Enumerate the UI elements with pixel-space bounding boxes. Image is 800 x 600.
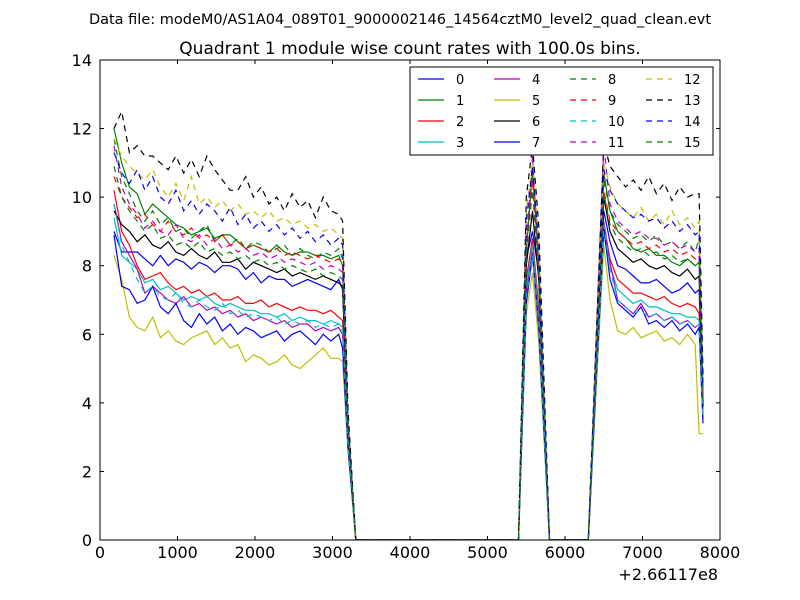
legend-label-13: 13 bbox=[684, 94, 701, 109]
y-tick-label: 8 bbox=[82, 257, 92, 276]
series-line-7 bbox=[113, 227, 704, 540]
legend-label-11: 11 bbox=[608, 136, 625, 151]
legend-label-5: 5 bbox=[532, 94, 540, 109]
series-line-12 bbox=[113, 138, 704, 540]
series-line-9 bbox=[113, 176, 704, 540]
x-tick-label: 1000 bbox=[157, 543, 198, 562]
x-tick-label: 8000 bbox=[700, 543, 741, 562]
series-line-8 bbox=[113, 138, 704, 540]
x-tick-label: 3000 bbox=[312, 543, 353, 562]
series-line-10 bbox=[113, 203, 704, 540]
series-line-14 bbox=[113, 152, 704, 540]
legend-label-3: 3 bbox=[456, 136, 464, 151]
y-tick-label: 6 bbox=[82, 325, 92, 344]
legend-label-12: 12 bbox=[684, 73, 701, 88]
y-tick-label: 10 bbox=[72, 188, 92, 207]
legend-box bbox=[409, 66, 714, 156]
x-tick-label: 5000 bbox=[467, 543, 508, 562]
legend-label-15: 15 bbox=[684, 136, 701, 151]
series-line-6 bbox=[113, 196, 704, 540]
legend-label-0: 0 bbox=[456, 73, 464, 88]
y-tick-label: 0 bbox=[82, 531, 92, 550]
legend-label-1: 1 bbox=[456, 94, 464, 109]
legend-label-6: 6 bbox=[532, 115, 540, 130]
y-tick-label: 4 bbox=[82, 394, 92, 413]
series-line-3 bbox=[113, 217, 704, 540]
y-tick-label: 2 bbox=[82, 462, 92, 481]
y-tick-label: 14 bbox=[72, 51, 92, 70]
series-line-2 bbox=[113, 190, 704, 540]
series-line-0 bbox=[113, 210, 704, 540]
legend-label-9: 9 bbox=[608, 94, 616, 109]
series-line-1 bbox=[113, 128, 704, 540]
x-tick-label: 7000 bbox=[622, 543, 663, 562]
y-tick-label: 12 bbox=[72, 120, 92, 139]
series-line-5 bbox=[113, 245, 703, 540]
x-tick-label: 0 bbox=[95, 543, 105, 562]
legend-label-2: 2 bbox=[456, 115, 464, 130]
chart-title: Quadrant 1 module wise count rates with … bbox=[179, 39, 640, 59]
legend-label-14: 14 bbox=[684, 115, 701, 130]
x-tick-label: 6000 bbox=[545, 543, 586, 562]
series-line-4 bbox=[113, 203, 704, 540]
series-line-11 bbox=[113, 145, 704, 540]
axis-ticks: 0 1000 2000 3000 4000 5000 6000 7000 80000246810… bbox=[72, 51, 741, 562]
series-lines bbox=[113, 109, 704, 540]
x-offset-label: +2.66117e8 bbox=[618, 565, 718, 584]
legend-label-8: 8 bbox=[608, 73, 616, 88]
series-line-13 bbox=[113, 109, 704, 540]
legend-label-4: 4 bbox=[532, 73, 540, 88]
x-tick-label: 4000 bbox=[390, 543, 431, 562]
legend-label-10: 10 bbox=[608, 115, 625, 130]
x-tick-label: 2000 bbox=[235, 543, 276, 562]
figure-suptitle: Data file: modeM0/AS1A04_089T01_90000021… bbox=[89, 12, 711, 28]
legend-label-7: 7 bbox=[532, 136, 540, 151]
